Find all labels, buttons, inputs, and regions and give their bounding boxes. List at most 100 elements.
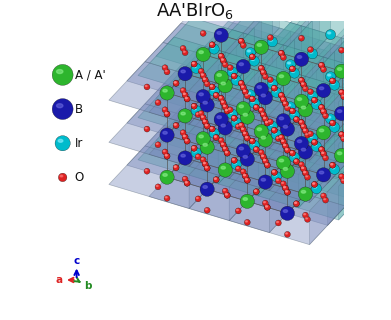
Circle shape: [294, 159, 300, 164]
Circle shape: [262, 158, 268, 164]
Ellipse shape: [156, 143, 158, 144]
Polygon shape: [298, 136, 335, 208]
Circle shape: [330, 80, 340, 90]
Ellipse shape: [201, 74, 203, 75]
Ellipse shape: [295, 202, 296, 203]
Ellipse shape: [181, 112, 185, 115]
Circle shape: [289, 152, 300, 163]
Polygon shape: [254, 22, 371, 85]
Circle shape: [164, 111, 170, 117]
Ellipse shape: [205, 167, 207, 168]
Ellipse shape: [262, 71, 264, 72]
Ellipse shape: [260, 109, 262, 110]
Polygon shape: [287, 57, 323, 129]
Ellipse shape: [295, 202, 296, 203]
Polygon shape: [269, 160, 305, 233]
Polygon shape: [310, 88, 346, 160]
Ellipse shape: [145, 170, 147, 171]
Circle shape: [301, 166, 307, 172]
Ellipse shape: [265, 206, 267, 207]
Ellipse shape: [203, 101, 207, 104]
Ellipse shape: [221, 124, 225, 127]
Circle shape: [184, 138, 190, 144]
Circle shape: [305, 216, 310, 222]
Circle shape: [240, 84, 246, 91]
Ellipse shape: [183, 135, 185, 137]
Circle shape: [220, 142, 226, 148]
Circle shape: [289, 110, 300, 120]
Polygon shape: [174, 41, 291, 103]
Circle shape: [236, 144, 250, 158]
Circle shape: [330, 78, 335, 84]
Circle shape: [178, 151, 192, 165]
Circle shape: [213, 177, 219, 183]
Ellipse shape: [300, 121, 301, 122]
Circle shape: [224, 150, 230, 156]
Circle shape: [334, 64, 349, 78]
Circle shape: [191, 63, 201, 73]
Ellipse shape: [261, 178, 265, 181]
Ellipse shape: [280, 94, 282, 95]
Ellipse shape: [219, 55, 221, 56]
Circle shape: [209, 42, 215, 48]
Polygon shape: [328, 111, 364, 183]
Circle shape: [289, 150, 296, 156]
Circle shape: [319, 104, 325, 110]
Polygon shape: [207, 75, 243, 147]
Ellipse shape: [291, 155, 294, 157]
Circle shape: [231, 115, 237, 121]
Polygon shape: [189, 136, 225, 209]
Ellipse shape: [221, 143, 223, 144]
Ellipse shape: [205, 124, 207, 126]
Ellipse shape: [219, 97, 221, 98]
Circle shape: [294, 201, 300, 207]
Circle shape: [262, 116, 268, 122]
Ellipse shape: [301, 190, 306, 193]
Title: AA'BIrO$_6$: AA'BIrO$_6$: [156, 1, 235, 21]
Ellipse shape: [229, 111, 232, 113]
Circle shape: [244, 93, 250, 99]
Polygon shape: [339, 148, 375, 220]
Circle shape: [330, 120, 335, 126]
Circle shape: [200, 73, 206, 78]
Polygon shape: [254, 31, 291, 103]
Ellipse shape: [165, 155, 167, 156]
Circle shape: [298, 119, 305, 125]
Ellipse shape: [185, 140, 187, 141]
Ellipse shape: [174, 166, 176, 167]
Ellipse shape: [279, 75, 283, 77]
Circle shape: [144, 126, 150, 132]
Circle shape: [191, 61, 197, 67]
Polygon shape: [236, 126, 353, 189]
Ellipse shape: [163, 132, 167, 134]
Circle shape: [271, 169, 277, 175]
Ellipse shape: [280, 52, 282, 53]
Circle shape: [204, 165, 210, 171]
Ellipse shape: [306, 133, 308, 135]
Ellipse shape: [309, 132, 310, 133]
Circle shape: [271, 85, 277, 91]
Circle shape: [289, 68, 300, 78]
Polygon shape: [145, 108, 261, 170]
Ellipse shape: [221, 166, 225, 169]
Circle shape: [253, 147, 259, 153]
Circle shape: [267, 121, 278, 131]
Ellipse shape: [309, 48, 310, 49]
Circle shape: [289, 108, 296, 114]
Polygon shape: [156, 60, 273, 123]
Circle shape: [249, 96, 255, 102]
Circle shape: [195, 112, 201, 117]
Circle shape: [200, 73, 206, 78]
Ellipse shape: [229, 69, 232, 71]
Polygon shape: [283, 6, 319, 78]
Circle shape: [321, 109, 326, 115]
Ellipse shape: [257, 44, 262, 46]
Ellipse shape: [340, 175, 342, 176]
Ellipse shape: [165, 70, 167, 71]
Circle shape: [240, 152, 255, 166]
Ellipse shape: [337, 68, 342, 70]
Ellipse shape: [260, 67, 262, 68]
Ellipse shape: [295, 160, 296, 161]
Circle shape: [280, 97, 286, 102]
Polygon shape: [225, 47, 342, 110]
